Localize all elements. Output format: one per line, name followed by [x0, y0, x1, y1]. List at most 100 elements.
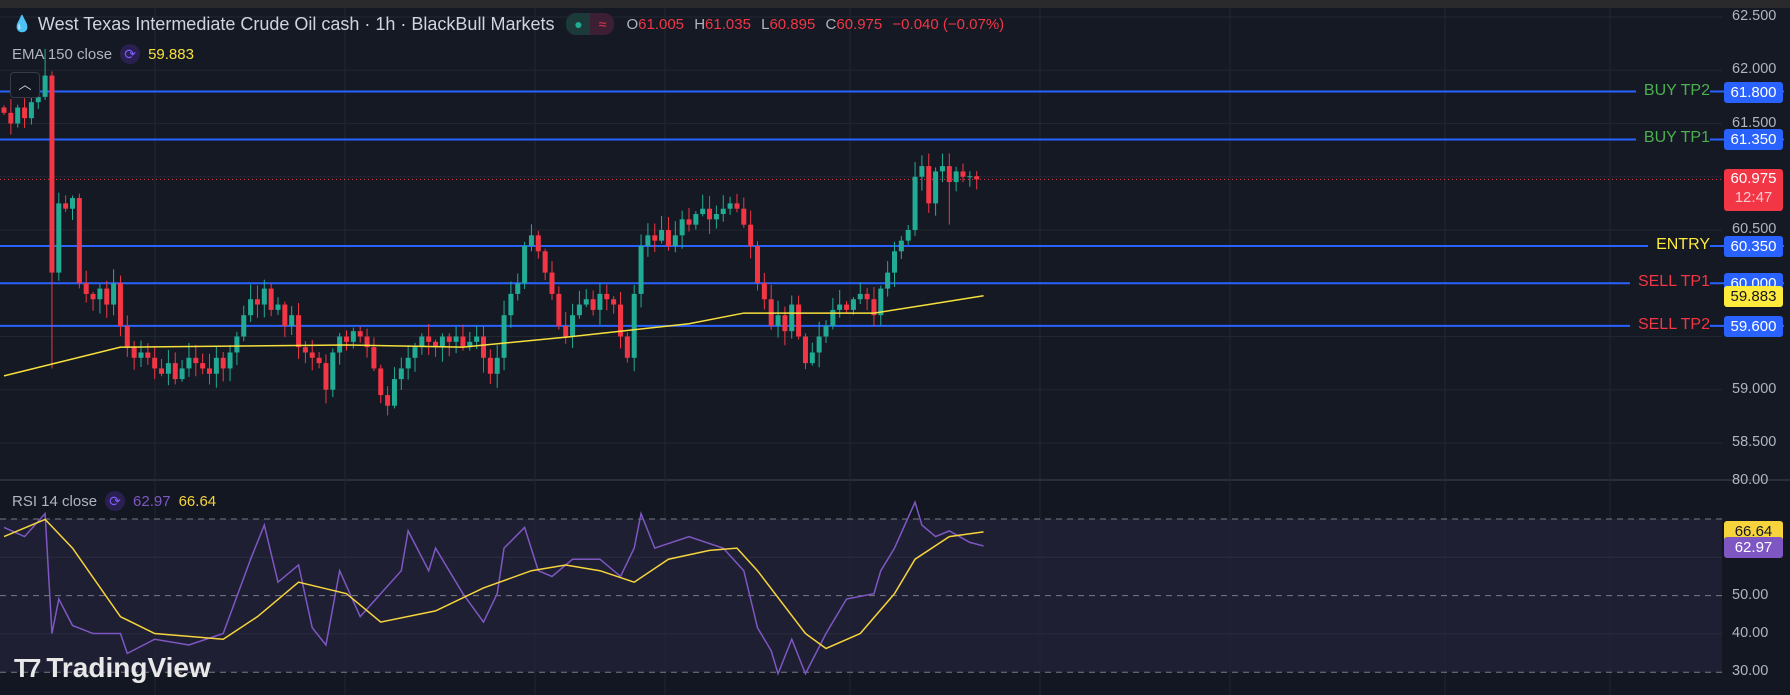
- candle-body: [117, 283, 123, 326]
- chevron-up-icon: ︿: [18, 77, 32, 92]
- level-price-tag: 59.600: [1724, 315, 1783, 337]
- candle-body: [563, 325, 569, 337]
- level-price-tag: 61.350: [1724, 129, 1783, 151]
- tv-logo-icon: T7: [14, 652, 41, 683]
- candle-body: [8, 112, 14, 124]
- candle-body: [583, 299, 589, 305]
- level-label: BUY TP1: [1635, 129, 1710, 148]
- tradingview-logo[interactable]: T7 TradingView: [14, 652, 211, 684]
- candle-body: [97, 288, 103, 300]
- candle-body: [316, 357, 322, 364]
- candle-body: [727, 203, 733, 209]
- candle-body: [850, 299, 856, 310]
- candle-body: [200, 363, 206, 369]
- candle-body: [570, 315, 576, 337]
- candle-body: [816, 336, 822, 353]
- candle-body: [802, 336, 808, 364]
- price-axis-tick: 60.500: [1732, 221, 1777, 237]
- candle-body: [474, 336, 480, 342]
- candle-body: [741, 208, 747, 225]
- candle-body: [419, 336, 425, 348]
- level-label: SELL TP2: [1629, 315, 1710, 334]
- candle-body: [487, 357, 493, 374]
- candle-body: [638, 245, 644, 294]
- rsi-axis-tick: 40.00: [1732, 624, 1769, 641]
- candle-body: [659, 230, 665, 241]
- candle-body: [15, 107, 21, 124]
- candle-body: [460, 336, 466, 348]
- candle-body: [357, 331, 363, 337]
- candle-body: [268, 288, 274, 310]
- candle-body: [939, 166, 945, 172]
- candle-body: [76, 198, 82, 284]
- level-price-tag: 60.350: [1724, 235, 1783, 257]
- candle-body: [665, 230, 671, 246]
- candle-body: [412, 347, 418, 358]
- candle-body: [439, 336, 445, 348]
- ema-line: [3, 294, 984, 377]
- candle-body: [892, 251, 897, 273]
- rsi-legend[interactable]: RSI 14 close ⟳ 62.97 66.64: [12, 491, 216, 511]
- current-price: 60.975: [1730, 170, 1777, 188]
- candle-body: [282, 304, 288, 326]
- window-top-bar: [0, 0, 1790, 8]
- level-label: BUY TP2: [1635, 81, 1710, 100]
- candle-body: [28, 102, 34, 119]
- candle-body: [734, 203, 740, 209]
- candle-body: [871, 299, 877, 316]
- candle-body: [481, 336, 486, 358]
- candle-body: [350, 331, 356, 342]
- candle-body: [713, 214, 719, 220]
- refresh-icon[interactable]: ⟳: [120, 44, 141, 64]
- symbol-title[interactable]: West Texas Intermediate Crude Oil cash ·…: [37, 13, 555, 34]
- candle-body: [145, 352, 151, 358]
- candle-body: [878, 288, 884, 316]
- candle-body: [213, 357, 219, 374]
- candle-body: [535, 235, 541, 252]
- candle-body: [693, 214, 699, 225]
- ema-legend[interactable]: EMA 150 close ⟳ 59.883: [12, 44, 194, 64]
- candle-body: [433, 341, 439, 348]
- status-badge[interactable]: ● ≈: [566, 13, 615, 35]
- candle-body: [159, 368, 165, 374]
- candle-body: [618, 304, 623, 337]
- rsi-axis-tick: 80.00: [1732, 471, 1769, 488]
- candle-body: [645, 235, 651, 246]
- candle-body: [898, 240, 904, 252]
- candle-body: [391, 379, 397, 406]
- candle-body: [56, 203, 62, 273]
- refresh-icon[interactable]: ⟳: [105, 491, 126, 511]
- candle-body: [686, 219, 692, 225]
- candle-body: [789, 304, 795, 332]
- candle-body: [248, 299, 254, 316]
- candle-body: [905, 230, 911, 241]
- candle-body: [624, 336, 630, 358]
- candle-body: [1, 107, 7, 113]
- candle-body: [864, 293, 870, 300]
- level-label: ENTRY: [1648, 235, 1710, 254]
- rsi-axis-tick: 50.00: [1732, 586, 1769, 603]
- candle-body: [604, 293, 610, 300]
- candle-body: [378, 368, 384, 396]
- droplet-icon: 💧: [12, 16, 32, 33]
- approx-icon: ≈: [590, 13, 615, 35]
- current-price-tag: 60.975 12:47: [1724, 169, 1783, 212]
- candle-body: [186, 357, 192, 369]
- candle-body: [501, 315, 507, 358]
- ohlc-readout: O61.005 H61.035 L60.895 C60.975 −0.040 (…: [626, 15, 1005, 33]
- collapse-legend-button[interactable]: ︿: [10, 72, 40, 98]
- candle-body: [556, 293, 562, 326]
- logo-text: TradingView: [46, 652, 211, 683]
- candle-body: [405, 357, 411, 369]
- rsi-ma-line: [3, 518, 984, 650]
- bar-countdown: 12:47: [1734, 189, 1773, 207]
- candle-body: [494, 357, 500, 374]
- price-chart[interactable]: [0, 8, 1790, 695]
- candle-body: [131, 347, 137, 358]
- candle-body: [426, 336, 432, 342]
- candle-body: [933, 171, 939, 204]
- candle-body: [823, 325, 829, 337]
- candle-body: [289, 315, 295, 326]
- candle-body: [912, 176, 918, 230]
- candle-body: [885, 272, 891, 289]
